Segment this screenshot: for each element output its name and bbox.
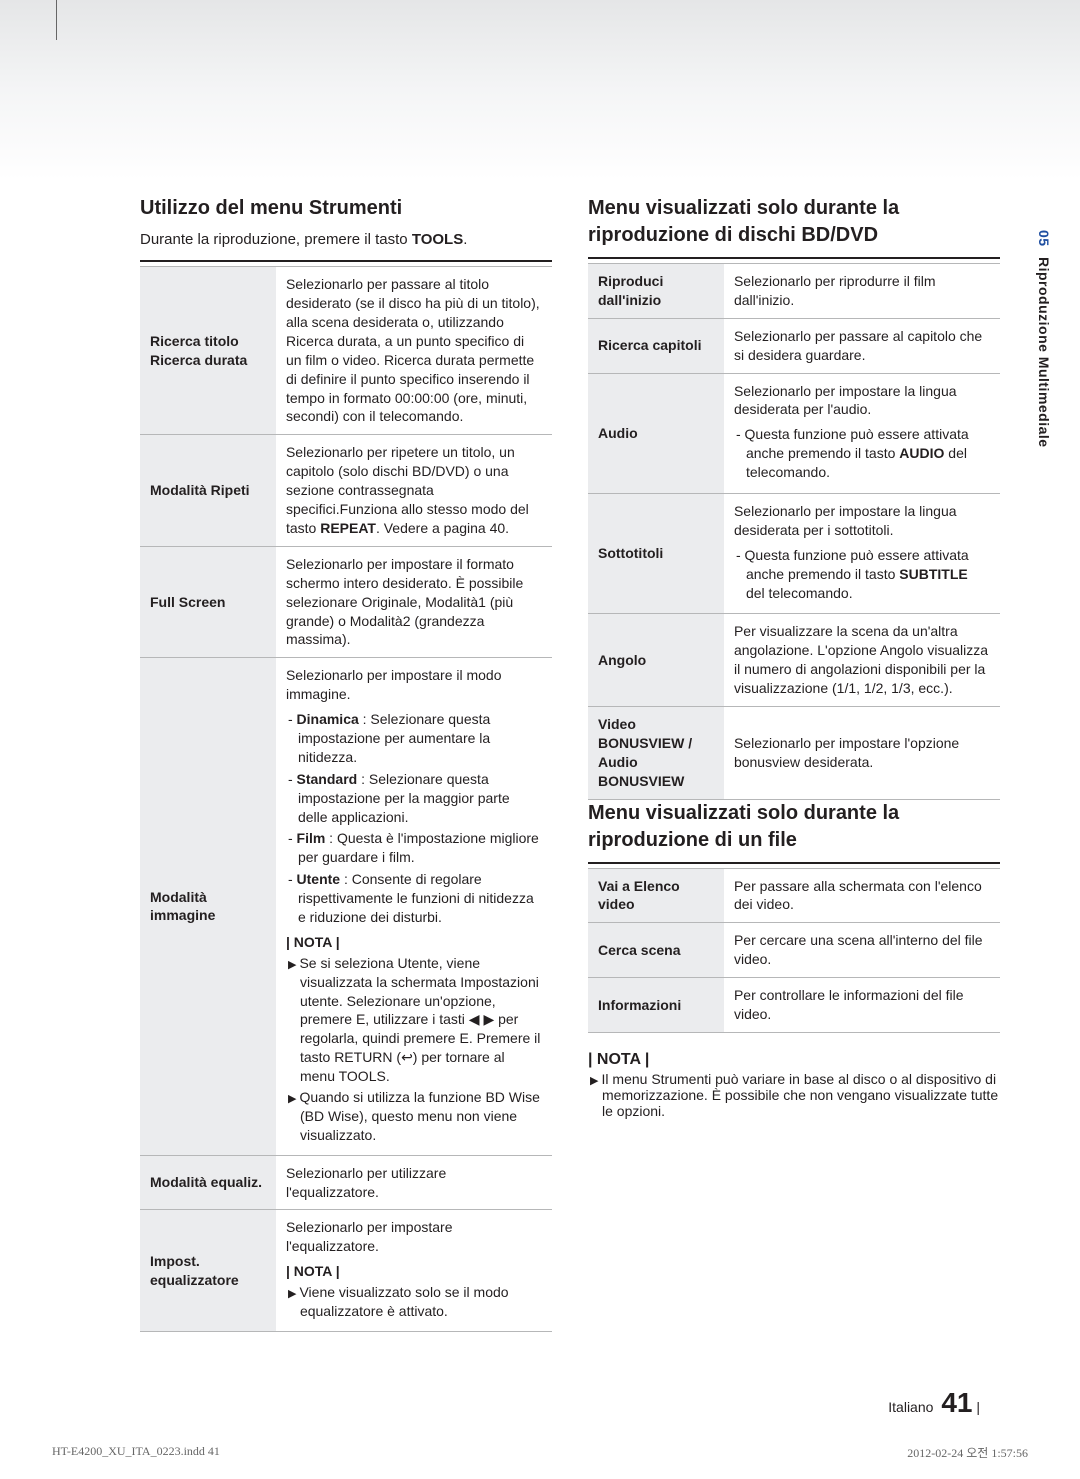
- table-row: Riproduci dall'inizio Selezionarlo per r…: [588, 264, 1000, 319]
- table-row: Informazioni Per controllare le informaz…: [588, 978, 1000, 1033]
- opt-desc: Per cercare una scena all'interno del fi…: [724, 923, 1000, 978]
- opt-desc: Per visualizzare la scena da un'altra an…: [724, 614, 1000, 707]
- opt-name: Modalità equaliz.: [140, 1155, 276, 1210]
- chapter-number: 05: [1036, 230, 1052, 247]
- opt-name: Sottotitoli: [588, 494, 724, 614]
- opt-desc: Selezionarlo per impostare la lingua des…: [724, 494, 1000, 614]
- opt-desc: Selezionarlo per passare al titolo desid…: [276, 267, 552, 435]
- opt-name: Full Screen: [140, 546, 276, 657]
- opt-desc: Selezionarlo per passare al capitolo che…: [724, 318, 1000, 373]
- indd-timestamp: 2012-02-24 오전 1:57:56: [907, 1444, 1028, 1461]
- opt-name: Modalità Ripeti: [140, 435, 276, 546]
- table-row: Cerca scena Per cercare una scena all'in…: [588, 923, 1000, 978]
- footer-nota: | NOTA | Il menu Strumenti può variare i…: [588, 1051, 1000, 1119]
- left-table: Ricerca titolo Ricerca durata Selezionar…: [140, 266, 552, 1332]
- opt-name: Riproduci dall'inizio: [588, 264, 724, 319]
- right-table-a: Riproduci dall'inizio Selezionarlo per r…: [588, 263, 1000, 800]
- table-row: Video BONUSVIEW / Audio BONUSVIEW Selezi…: [588, 707, 1000, 800]
- opt-name: Cerca scena: [588, 923, 724, 978]
- opt-desc: Per passare alla schermata con l'elenco …: [724, 868, 1000, 923]
- indd-footer: HT-E4200_XU_ITA_0223.indd 41 2012-02-24 …: [52, 1444, 1028, 1461]
- opt-name: Impost. equalizzatore: [140, 1210, 276, 1331]
- table-row: Full Screen Selezionarlo per impostare i…: [140, 546, 552, 657]
- opt-name: Ricerca capitoli: [588, 318, 724, 373]
- opt-name: Angolo: [588, 614, 724, 707]
- opt-desc: Selezionarlo per ripetere un titolo, un …: [276, 435, 552, 546]
- table-row: Sottotitoli Selezionarlo per impostare l…: [588, 494, 1000, 614]
- opt-name: Modalità immagine: [140, 658, 276, 1155]
- opt-desc: Selezionarlo per utilizzare l'equalizzat…: [276, 1155, 552, 1210]
- left-subline: Durante la riproduzione, premere il tast…: [140, 230, 552, 250]
- side-tab: 05 Riproduzione Multimediale: [1036, 230, 1052, 448]
- left-heading: Utilizzo del menu Strumenti: [140, 195, 552, 222]
- opt-name: Ricerca titolo Ricerca durata: [140, 267, 276, 435]
- picture-mode-list: Dinamica : Selezionare questa impostazio…: [286, 710, 542, 927]
- table-row: Modalità equaliz. Selezionarlo per utili…: [140, 1155, 552, 1210]
- chapter-title: Riproduzione Multimediale: [1036, 257, 1052, 448]
- opt-desc: Selezionarlo per riprodurre il film dall…: [724, 264, 1000, 319]
- left-column: Utilizzo del menu Strumenti Durante la r…: [140, 195, 552, 1332]
- table-row: Audio Selezionarlo per impostare la ling…: [588, 373, 1000, 493]
- table-row: Modalità Ripeti Selezionarlo per ripeter…: [140, 435, 552, 546]
- right-column: Menu visualizzati solo durante la riprod…: [588, 195, 1000, 1332]
- opt-desc: Selezionarlo per impostare l'equalizzato…: [276, 1210, 552, 1331]
- opt-desc: Selezionarlo per impostare l'opzione bon…: [724, 707, 1000, 800]
- nota-list: Viene visualizzato solo se il modo equal…: [286, 1283, 542, 1321]
- table-row: Modalità immagine Selezionarlo per impos…: [140, 658, 552, 1155]
- table-row: Angolo Per visualizzare la scena da un'a…: [588, 614, 1000, 707]
- opt-name: Audio: [588, 373, 724, 493]
- table-row: Ricerca capitoli Selezionarlo per passar…: [588, 318, 1000, 373]
- opt-name: Video BONUSVIEW / Audio BONUSVIEW: [588, 707, 724, 800]
- opt-name: Informazioni: [588, 978, 724, 1033]
- table-row: Impost. equalizzatore Selezionarlo per i…: [140, 1210, 552, 1331]
- nota-label: | NOTA |: [286, 933, 542, 952]
- page-footer: Italiano 41 |: [888, 1387, 980, 1419]
- nota-label: | NOTA |: [286, 1262, 542, 1281]
- nota-list: Se si seleziona Utente, viene visualizza…: [286, 954, 542, 1145]
- opt-desc: Selezionarlo per impostare il formato sc…: [276, 546, 552, 657]
- opt-desc: Per controllare le informazioni del file…: [724, 978, 1000, 1033]
- opt-name: Vai a Elenco video: [588, 868, 724, 923]
- page-number: 41: [941, 1387, 972, 1418]
- table-row: Ricerca titolo Ricerca durata Selezionar…: [140, 267, 552, 435]
- right-heading-b: Menu visualizzati solo durante la riprod…: [588, 800, 1000, 854]
- right-heading-a: Menu visualizzati solo durante la riprod…: [588, 195, 1000, 249]
- nota-label: | NOTA |: [588, 1051, 1000, 1069]
- table-row: Vai a Elenco video Per passare alla sche…: [588, 868, 1000, 923]
- footer-lang: Italiano: [888, 1399, 933, 1415]
- indd-file: HT-E4200_XU_ITA_0223.indd 41: [52, 1444, 220, 1461]
- opt-desc: Selezionarlo per impostare il modo immag…: [276, 658, 552, 1155]
- right-table-b: Vai a Elenco video Per passare alla sche…: [588, 868, 1000, 1033]
- opt-desc: Selezionarlo per impostare la lingua des…: [724, 373, 1000, 493]
- nota-text: Il menu Strumenti può variare in base al…: [588, 1071, 1000, 1119]
